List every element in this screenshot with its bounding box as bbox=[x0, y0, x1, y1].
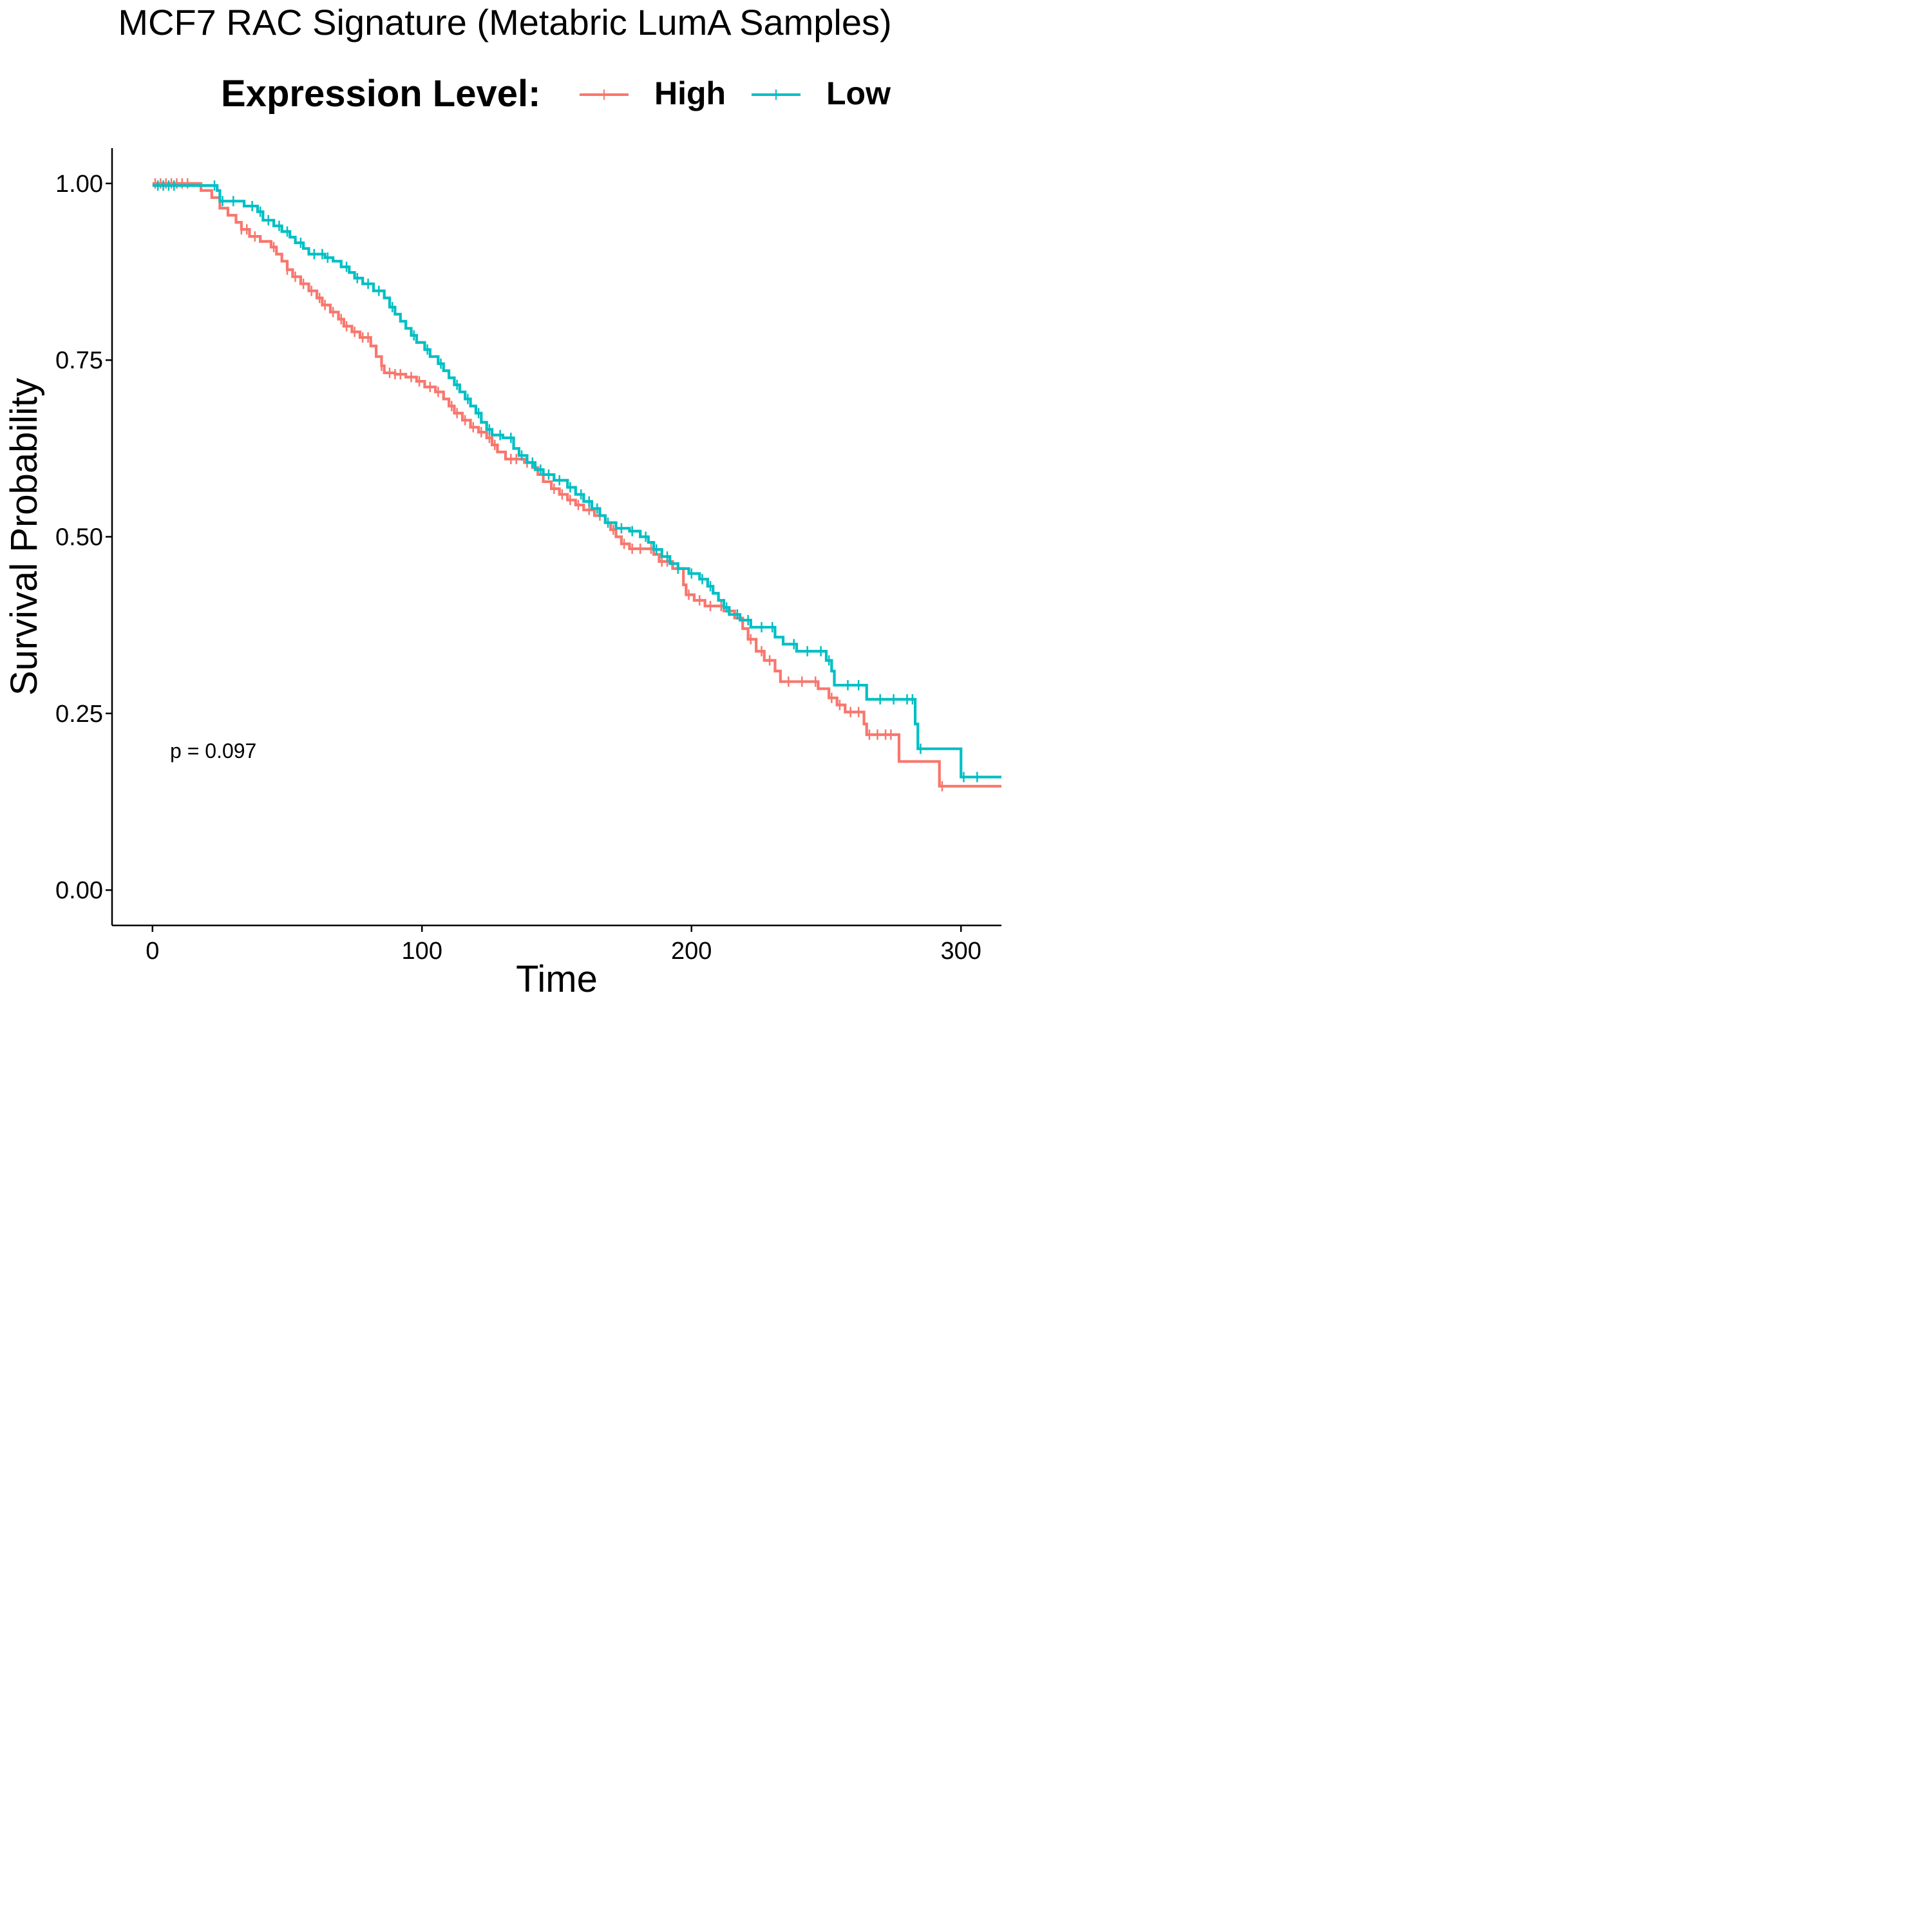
y-tick-label: 0.50 bbox=[55, 524, 103, 551]
survival-plot: 0.00 0.25 0.50 0.75 1.00 0 100 200 300 Time Surviv… bbox=[3, 148, 1001, 1000]
legend-label-high: High bbox=[654, 75, 726, 111]
legend-title: Expression Level: bbox=[221, 73, 541, 115]
y-tick-label: 0.75 bbox=[55, 347, 103, 374]
x-tick-label: 0 bbox=[146, 938, 159, 965]
x-axis-label: Time bbox=[516, 958, 598, 1000]
survival-curve-high bbox=[152, 182, 1001, 788]
y-tick-label: 0.25 bbox=[55, 701, 103, 728]
legend-key-high bbox=[580, 90, 629, 100]
legend-label-low: Low bbox=[826, 75, 891, 111]
p-value-annotation: p = 0.097 bbox=[170, 739, 257, 762]
survival-curve-low bbox=[152, 184, 1001, 779]
legend-key-low bbox=[752, 90, 800, 100]
x-tick-label: 100 bbox=[402, 938, 442, 965]
chart-title: MCF7 RAC Signature (Metabric LumA Sample… bbox=[118, 2, 892, 43]
y-axis-label: Survival Probability bbox=[3, 378, 45, 696]
x-tick-label: 300 bbox=[941, 938, 981, 965]
legend: Expression Level: High Low bbox=[0, 72, 1010, 117]
y-tick-label: 0.00 bbox=[55, 877, 103, 904]
y-tick-label: 1.00 bbox=[55, 171, 103, 198]
x-tick-label: 200 bbox=[671, 938, 712, 965]
series-low bbox=[152, 180, 1001, 782]
